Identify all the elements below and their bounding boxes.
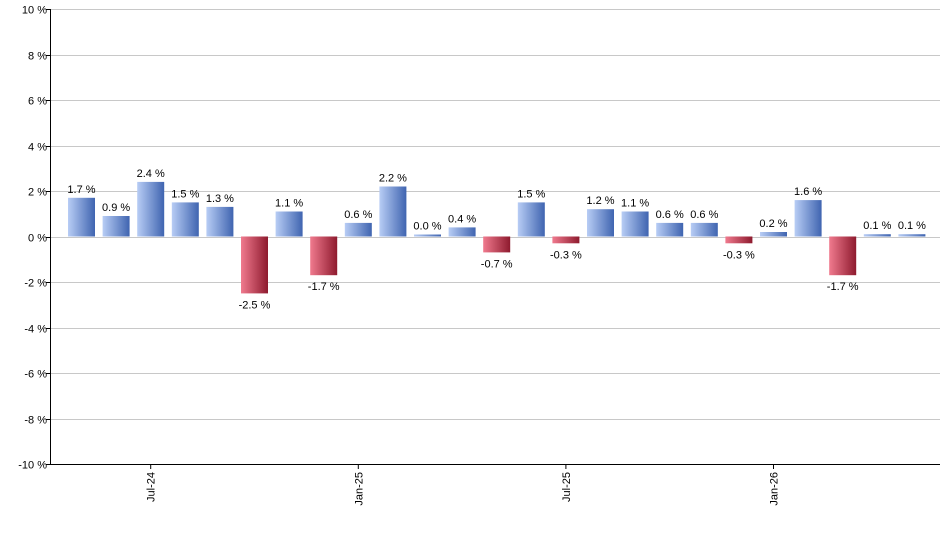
x-tick-label: Jan-26	[769, 472, 781, 506]
bar	[68, 197, 95, 237]
bar-value-label: -0.7 %	[481, 258, 513, 270]
bar-value-label: 1.2 %	[586, 195, 614, 207]
labels: 10 % 8 % 6 % 4 % 2 % 0 % -2 % -4 % -6 % -8 % -10 %…	[18, 5, 926, 506]
bar-value-label: -0.3 %	[550, 249, 582, 261]
bar-value-label: 2.2 %	[379, 173, 407, 185]
bar	[310, 236, 338, 276]
bar	[241, 236, 268, 294]
bar-value-label: 0.0 %	[413, 221, 441, 233]
bar	[725, 236, 753, 244]
x-tick-label: Jul-24	[146, 472, 158, 502]
bar-value-label: -1.7 %	[308, 281, 340, 293]
bar	[483, 236, 511, 253]
bar	[517, 202, 545, 237]
bar-value-label: 0.1 %	[863, 220, 891, 232]
y-tick-label: -10 %	[18, 460, 47, 472]
bar	[621, 211, 649, 237]
bar	[275, 211, 303, 237]
y-tick-label: -8 %	[24, 415, 47, 427]
bar-value-label: -0.3 %	[723, 249, 755, 261]
y-tick-label: 8 %	[28, 51, 47, 63]
y-tick-label: -4 %	[24, 324, 47, 336]
bar	[379, 186, 407, 237]
bar-value-label: 1.5 %	[517, 188, 545, 200]
y-tick-label: 10 %	[22, 5, 47, 17]
y-tick-label: 4 %	[28, 142, 47, 154]
bar	[448, 227, 476, 237]
y-tick-label: -6 %	[24, 369, 47, 381]
bar-value-label: 2.4 %	[137, 168, 165, 180]
x-tick-label: Jul-25	[561, 472, 573, 502]
bar-value-label: 0.6 %	[690, 209, 718, 221]
y-tick-label: 0 %	[28, 233, 47, 245]
bar-value-label: 0.9 %	[102, 202, 130, 214]
bar	[794, 200, 822, 237]
bar	[863, 234, 891, 237]
bar	[206, 206, 234, 237]
bar-value-label: 1.1 %	[275, 198, 303, 210]
bar-value-label: 1.3 %	[206, 193, 234, 205]
bar	[587, 209, 614, 237]
bar-value-label: 0.1 %	[898, 220, 926, 232]
bar-value-label: 0.6 %	[656, 209, 684, 221]
y-tick-label: -2 %	[24, 278, 47, 290]
bar	[414, 234, 441, 237]
bar	[137, 181, 165, 237]
bar	[552, 236, 580, 244]
bar	[171, 202, 199, 237]
bar	[760, 232, 787, 237]
bar-value-label: 1.5 %	[171, 188, 199, 200]
bar-value-label: 0.2 %	[759, 218, 787, 230]
y-tick-label: 6 %	[28, 96, 47, 108]
bar-value-label: 0.6 %	[344, 209, 372, 221]
x-tick-label: Jan-25	[353, 472, 365, 506]
bar	[829, 236, 857, 276]
y-tick-label: 2 %	[28, 187, 47, 199]
bar-value-label: 1.1 %	[621, 198, 649, 210]
bar-value-label: 0.4 %	[448, 213, 476, 225]
bar-value-label: -1.7 %	[827, 281, 859, 293]
bar	[898, 234, 926, 237]
bars	[68, 181, 926, 294]
bar-value-label: -2.5 %	[239, 299, 271, 311]
bar	[102, 216, 130, 237]
bar	[656, 222, 684, 237]
bar	[690, 222, 718, 237]
bar-value-label: 1.7 %	[67, 184, 95, 196]
bar	[344, 222, 372, 237]
bar-value-label: 1.6 %	[794, 186, 822, 198]
axes	[46, 9, 940, 469]
